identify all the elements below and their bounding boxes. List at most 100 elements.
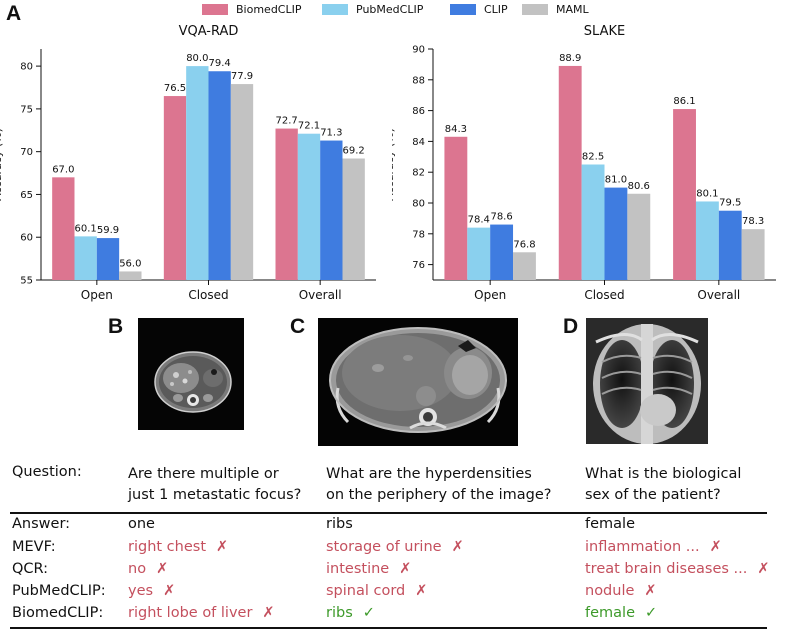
answer-cell: right lobe of liver ✗ <box>128 605 275 621</box>
answer-cell: ribs ✓ <box>326 605 375 621</box>
y-tick-label: 65 <box>20 190 33 201</box>
x-tick-label: Overall <box>299 288 342 302</box>
legend-swatch <box>202 4 228 15</box>
answer-text: ribs <box>326 605 353 621</box>
answer-cell: treat brain diseases ... ✗ <box>585 561 770 577</box>
legend-label: BiomedCLIP <box>236 3 302 16</box>
answer-text: yes <box>128 583 154 599</box>
bar <box>444 136 468 280</box>
cross-mark-icon: ✗ <box>399 561 412 577</box>
answer-text: spinal cord <box>326 583 406 599</box>
legend-swatch <box>522 4 548 15</box>
bar-value-label: 67.0 <box>52 164 74 175</box>
legend-swatch <box>322 4 348 15</box>
answer-text: female <box>585 605 635 621</box>
check-mark-icon: ✓ <box>645 605 658 621</box>
bar-value-label: 79.4 <box>209 58 231 69</box>
y-tick-label: 78 <box>412 229 425 240</box>
y-tick-label: 88 <box>412 75 425 86</box>
y-axis-label: Accuracy (%) <box>392 128 396 201</box>
bar <box>673 109 696 280</box>
bar-value-label: 76.8 <box>513 239 535 250</box>
bar <box>163 96 187 280</box>
answer-text: female <box>585 516 635 532</box>
legend-item: MAML <box>522 2 612 18</box>
check-mark-icon: ✓ <box>362 605 375 621</box>
answer-text: inflammation ... <box>585 539 700 555</box>
bar-value-label: 78.6 <box>490 212 512 223</box>
cross-mark-icon: ✗ <box>163 583 176 599</box>
legend-label: PubMedCLIP <box>356 3 424 16</box>
bar <box>96 238 120 280</box>
y-tick-label: 70 <box>20 147 33 158</box>
cross-mark-icon: ✗ <box>709 539 722 555</box>
bar <box>74 236 97 280</box>
bar <box>467 227 491 280</box>
bar <box>581 164 605 280</box>
answer-text: nodule <box>585 583 635 599</box>
slake-chart: SLAKE Accuracy (%) 76 78 80 82 84 86 88 90 84.3 78.… <box>392 24 776 302</box>
answer-text: one <box>128 516 155 532</box>
bar-value-label: 86.1 <box>673 96 695 107</box>
answer-cell: intestine ✗ <box>326 561 411 577</box>
cross-mark-icon: ✗ <box>415 583 428 599</box>
y-tick-label: 90 <box>412 45 425 56</box>
question-c-line: What are the hyperdensities <box>326 466 532 482</box>
y-tick-label: 76 <box>412 260 425 271</box>
x-tick-label: Open <box>474 288 506 302</box>
chart-legend: BiomedCLIP PubMedCLIP CLIP MAML <box>0 0 789 20</box>
bar <box>208 71 231 280</box>
bar <box>320 140 343 280</box>
answer-cell: inflammation ... ✗ <box>585 539 722 555</box>
bar <box>558 65 582 280</box>
bar-value-label: 60.1 <box>75 223 97 234</box>
legend-item: PubMedCLIP <box>322 2 452 18</box>
cross-mark-icon: ✗ <box>644 583 657 599</box>
bar-value-label: 59.9 <box>97 225 119 236</box>
answer-text: intestine <box>326 561 390 577</box>
bar-value-label: 84.3 <box>445 124 467 135</box>
answer-cell: one <box>128 516 155 532</box>
panel-d-xray-image <box>586 318 708 444</box>
question-b: Are there multiple or just 1 metastatic … <box>128 464 301 506</box>
answer-cell: ribs <box>326 516 353 532</box>
question-b-line: just 1 metastatic focus? <box>128 487 302 503</box>
answer-cell: yes ✗ <box>128 583 175 599</box>
chest-xray-icon <box>586 318 708 444</box>
bar-value-label: 72.7 <box>276 116 298 127</box>
bar <box>490 224 514 280</box>
y-tick-label: 82 <box>412 168 425 179</box>
y-tick-label: 80 <box>20 62 33 73</box>
panel-b-ct-image <box>138 318 244 430</box>
answer-cell: right chest ✗ <box>128 539 228 555</box>
legend-label: CLIP <box>484 3 508 16</box>
answer-text: right chest <box>128 539 207 555</box>
bar <box>297 133 321 280</box>
question-b-line: Are there multiple or <box>128 466 279 482</box>
bar-value-label: 77.9 <box>231 71 253 82</box>
y-tick-label: 80 <box>412 199 425 210</box>
row-label: MEVF: <box>12 539 56 555</box>
bar-value-label: 79.5 <box>719 198 741 209</box>
legend-item: BiomedCLIP <box>202 2 322 18</box>
cross-mark-icon: ✗ <box>262 605 275 621</box>
cross-mark-icon: ✗ <box>451 539 464 555</box>
x-tick-label: Overall <box>697 288 740 302</box>
answer-text: ribs <box>326 516 353 532</box>
answer-text: no <box>128 561 147 577</box>
bar-value-label: 78.3 <box>742 216 764 227</box>
bar-value-label: 80.1 <box>696 188 718 199</box>
y-tick-label: 84 <box>412 137 425 148</box>
legend-swatch <box>450 4 476 15</box>
y-axis-label: Accuracy (%) <box>0 128 4 201</box>
bar <box>604 187 628 280</box>
cross-mark-icon: ✗ <box>216 539 229 555</box>
answer-cell: nodule ✗ <box>585 583 657 599</box>
panel-b-letter: B <box>108 315 124 338</box>
bar <box>342 158 365 280</box>
y-tick-label: 60 <box>20 233 33 244</box>
answer-cell: no ✗ <box>128 561 168 577</box>
y-tick-label: 75 <box>20 104 33 115</box>
bar-value-label: 82.5 <box>582 152 604 163</box>
